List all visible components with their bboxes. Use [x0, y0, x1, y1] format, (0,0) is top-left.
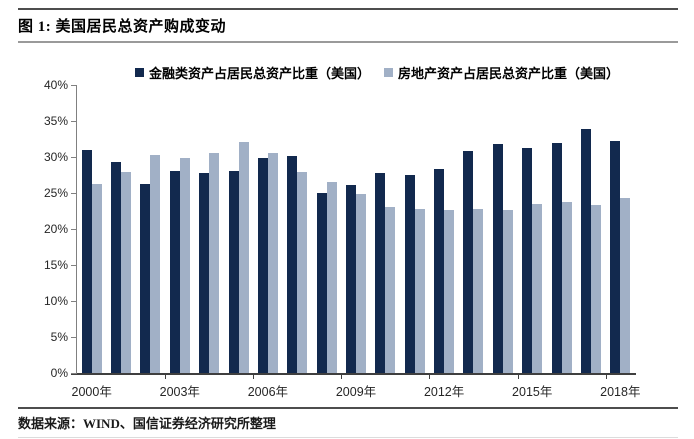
- y-axis-tick-15: [71, 265, 77, 266]
- bar-realestate-2012: [444, 209, 455, 373]
- y-axis-label-5: 5%: [50, 330, 68, 344]
- bar-financial-2011: [404, 175, 415, 373]
- bar-financial-2013: [463, 150, 474, 373]
- y-axis-tick-10: [71, 301, 77, 302]
- top-divider: [18, 8, 678, 10]
- bar-financial-2012: [434, 168, 445, 373]
- figure-title: 图 1: 美国居民总资产购成变动: [18, 19, 226, 35]
- bar-financial-2014: [492, 144, 503, 373]
- y-axis-tick-20: [71, 229, 77, 230]
- bar-financial-2001: [111, 162, 122, 373]
- bar-realestate-2000: [91, 184, 102, 373]
- bar-financial-2004: [199, 172, 210, 373]
- x-axis-tick-2006: [253, 375, 255, 379]
- y-axis-tick-35: [71, 121, 77, 122]
- title-divider: [18, 41, 678, 43]
- y-axis-tick-0: [71, 373, 77, 374]
- plot-area: [77, 85, 635, 373]
- bar-financial-2009: [346, 185, 356, 373]
- bar-financial-2017: [580, 128, 591, 373]
- footer-divider: [18, 407, 678, 409]
- y-axis-tick-5: [71, 337, 77, 338]
- bar-financial-2015: [522, 148, 533, 373]
- bar-realestate-2013: [473, 208, 484, 373]
- y-axis-tick-25: [71, 193, 77, 194]
- bar-realestate-2014: [502, 209, 513, 373]
- x-axis-label-2012: 2012年: [423, 385, 465, 399]
- bar-financial-2006: [257, 158, 268, 373]
- x-axis-label-2006: 2006年: [247, 385, 289, 399]
- x-axis-label-2003: 2003年: [159, 385, 200, 399]
- x-axis-tick-2018: [605, 375, 607, 379]
- bar-financial-2005: [228, 171, 239, 373]
- y-axis-label-40: 40%: [43, 78, 68, 92]
- bar-realestate-2006: [267, 152, 278, 373]
- y-axis-label-0: 0%: [50, 366, 68, 380]
- bar-realestate-2001: [121, 172, 132, 373]
- bar-realestate-2008: [326, 182, 337, 373]
- y-axis-label-30: 30%: [43, 150, 68, 164]
- x-axis-label-2000: 2000年: [71, 385, 112, 399]
- bar-financial-2007: [287, 155, 298, 373]
- bar-financial-2018: [610, 141, 621, 373]
- bar-realestate-2010: [385, 206, 396, 373]
- legend-label-financial: 金融类资产占居民总资产比重（美国）: [148, 66, 370, 81]
- x-axis-tick-2015: [517, 375, 519, 379]
- x-axis-label-2009: 2009年: [335, 385, 377, 399]
- bar-realestate-2018: [620, 198, 631, 373]
- bar-realestate-2017: [590, 204, 601, 373]
- bottom-divider: [18, 437, 678, 438]
- bar-financial-2003: [169, 171, 180, 373]
- bar-realestate-2004: [209, 152, 220, 373]
- bar-realestate-2003: [179, 157, 190, 373]
- legend-label-realestate: 房地产资产占居民总资产比重（美国）: [398, 66, 620, 81]
- chart-legend: 金融类资产占居民总资产比重（美国） 房地产资产占居民总资产比重（美国）: [70, 63, 684, 82]
- bar-realestate-2002: [150, 154, 161, 373]
- legend-swatch-financial: [134, 68, 144, 77]
- legend-swatch-realestate: [384, 68, 393, 77]
- y-axis-label-25: 25%: [43, 186, 68, 200]
- bar-financial-2016: [551, 142, 562, 373]
- data-source-note: 数据来源：WIND、国信证券经济研究所整理: [18, 416, 276, 431]
- bar-financial-2002: [140, 184, 151, 373]
- bar-realestate-2011: [414, 208, 425, 373]
- bar-financial-2010: [375, 172, 386, 373]
- y-axis-label-20: 20%: [43, 222, 68, 236]
- legend-item-realestate: 房地产资产占居民总资产比重（美国）: [384, 63, 619, 82]
- bar-realestate-2005: [238, 141, 249, 373]
- bar-realestate-2009: [356, 194, 366, 373]
- x-axis-tick-2003: [165, 375, 167, 379]
- bar-financial-2000: [81, 149, 92, 373]
- bar-realestate-2016: [561, 202, 572, 373]
- x-axis-tick-2012: [429, 375, 431, 379]
- y-axis-tick-30: [71, 157, 77, 158]
- x-axis-label-2018: 2018年: [600, 385, 641, 399]
- bar-financial-2008: [316, 193, 327, 373]
- bar-realestate-2015: [532, 203, 543, 373]
- x-axis-line: [71, 373, 636, 375]
- y-axis-tick-40: [71, 85, 77, 86]
- x-axis-label-2015: 2015年: [512, 385, 553, 399]
- x-axis-tick-2009: [341, 375, 343, 379]
- bar-realestate-2007: [297, 172, 308, 373]
- legend-item-financial: 金融类资产占居民总资产比重（美国）: [134, 63, 370, 82]
- y-axis-label-15: 15%: [43, 258, 68, 272]
- y-axis-label-35: 35%: [43, 114, 68, 128]
- y-axis-label-10: 10%: [43, 294, 68, 308]
